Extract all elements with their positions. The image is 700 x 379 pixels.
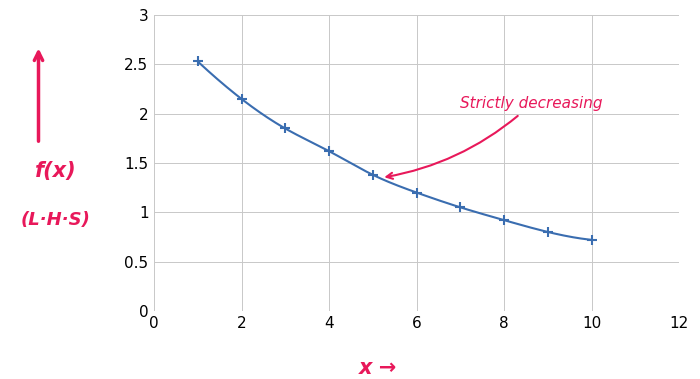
Text: (L·H·S): (L·H·S) [21, 211, 91, 229]
Text: f(x): f(x) [35, 161, 77, 180]
Text: Strictly decreasing: Strictly decreasing [386, 96, 603, 179]
Text: x →: x → [359, 358, 397, 377]
